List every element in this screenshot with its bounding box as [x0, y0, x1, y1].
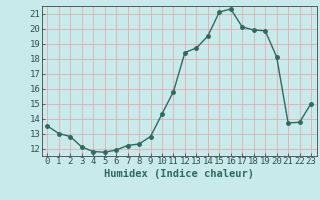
- X-axis label: Humidex (Indice chaleur): Humidex (Indice chaleur): [104, 169, 254, 179]
